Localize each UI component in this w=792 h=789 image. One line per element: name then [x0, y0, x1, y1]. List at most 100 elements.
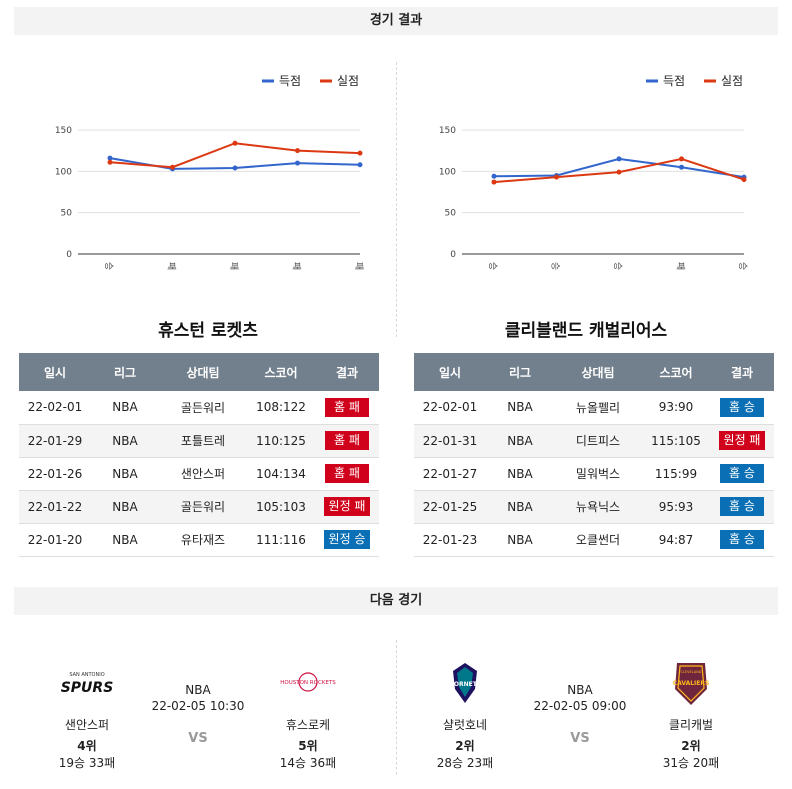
cell-league: NBA	[486, 391, 554, 425]
cell-result: 홈 승	[710, 391, 774, 425]
cell-league: NBA	[486, 523, 554, 557]
svg-text:HORNETS: HORNETS	[449, 681, 481, 688]
cell-date: 22-01-29	[19, 424, 91, 458]
scored-point	[232, 165, 238, 171]
houston-results-table: 일시 리그 상대팀 스코어 결과 22-02-01 NBA 골든워리 108:122 홈…	[19, 353, 379, 557]
table-row: 22-01-22 NBA 골든워리 105:103 원정 패	[19, 490, 379, 524]
x-tick-label: 승	[103, 262, 114, 270]
y-tick-label: 50	[445, 209, 457, 219]
x-tick-label: 패	[675, 262, 686, 270]
y-tick-label: 0	[66, 250, 72, 260]
result-badge: 홈 패	[325, 464, 369, 483]
col-date-header: 일시	[414, 353, 486, 391]
cell-score: 105:103	[247, 490, 315, 524]
cell-result: 원정 패	[710, 424, 774, 458]
result-badge: 원정 패	[718, 431, 766, 450]
match1-vs: VS	[188, 731, 208, 746]
team-rank: 2위	[681, 739, 701, 753]
result-badge: 홈 패	[325, 431, 369, 450]
match2-vs: VS	[570, 731, 590, 746]
cell-score: 115:105	[642, 424, 710, 458]
houston-team-title: 휴스턴 로켓츠	[158, 321, 258, 341]
scored-point	[679, 164, 684, 170]
svg-text:SAN ANTONIO: SAN ANTONIO	[69, 672, 104, 678]
y-tick-label: 100	[439, 167, 456, 177]
col-league-header: 리그	[91, 353, 159, 391]
cell-date: 22-01-22	[19, 490, 91, 524]
svg-text:CLEVELAND: CLEVELAND	[681, 670, 702, 674]
table-header-row: 일시 리그 상대팀 스코어 결과	[414, 353, 774, 391]
cell-date: 22-02-01	[19, 391, 91, 425]
col-result-header: 결과	[315, 353, 379, 391]
table-row: 22-01-26 NBA 샌안스퍼 104:134 홈 패	[19, 457, 379, 491]
table-row: 22-02-01 NBA 골든워리 108:122 홈 패	[19, 391, 379, 425]
x-tick-label: 승	[550, 262, 561, 270]
cell-league: NBA	[91, 523, 159, 557]
col-score-header: 스코어	[247, 353, 315, 391]
houston-line-chart: 득점 실점 0 50 100 150 승 패 패 패 패	[55, 74, 364, 270]
cell-date: 22-01-27	[414, 457, 486, 491]
cell-result: 홈 패	[315, 391, 379, 425]
conceded-point	[491, 179, 497, 185]
x-tick-label: 패	[166, 262, 177, 270]
scored-point	[107, 155, 113, 161]
match2-away-team[interactable]: HORNETS 샬럿호네 2위 28승 23패	[420, 658, 510, 771]
cell-opponent: 골든워리	[159, 490, 247, 524]
cleveland-chart: 득점 실점 0 50 100 150 승 승 승 패 승	[398, 60, 778, 290]
col-date-header: 일시	[19, 353, 91, 391]
match1-home-team[interactable]: HOUSTON ROCKETS 휴스로케 5위 14승 36패	[263, 658, 353, 771]
cell-opponent: 골든워리	[159, 391, 247, 425]
cell-result: 홈 승	[710, 457, 774, 491]
cell-date: 22-01-26	[19, 457, 91, 491]
y-tick-label: 50	[61, 209, 73, 219]
cleveland-results-table: 일시 리그 상대팀 스코어 결과 22-02-01 NBA 뉴올펠리 93:90 홈 승…	[414, 353, 774, 557]
cell-opponent: 샌안스퍼	[159, 457, 247, 491]
results-divider	[396, 62, 397, 337]
team-record: 19승 33패	[58, 756, 116, 770]
conceded-point	[616, 169, 622, 175]
match2-info: NBA 22-02-05 09:00	[525, 683, 635, 713]
x-tick-label: 승	[612, 262, 623, 270]
match2-home-team[interactable]: CLEVELAND CAVALIERS 클리캐벌 2위 31승 20패	[646, 658, 736, 771]
cell-date: 22-01-25	[414, 490, 486, 524]
cell-league: NBA	[91, 424, 159, 458]
cell-result: 홈 패	[315, 424, 379, 458]
team-rank: 2위	[455, 739, 475, 753]
y-tick-label: 150	[55, 126, 72, 136]
cell-score: 108:122	[247, 391, 315, 425]
x-tick-label: 패	[291, 262, 302, 270]
cell-opponent: 오클썬더	[554, 523, 642, 557]
table-row: 22-01-29 NBA 포틀트레 110:125 홈 패	[19, 424, 379, 458]
team-name: 샌안스퍼	[64, 718, 110, 732]
table-row: 22-02-01 NBA 뉴올펠리 93:90 홈 승	[414, 391, 774, 425]
team-record: 31승 20패	[662, 756, 720, 770]
x-tick-label: 승	[737, 262, 748, 270]
conceded-point	[295, 148, 300, 154]
conceded-point	[107, 159, 113, 165]
legend-scored-label: 득점	[279, 74, 301, 88]
cell-opponent: 뉴욕닉스	[554, 490, 642, 524]
hornets-logo-icon: HORNETS	[435, 658, 495, 710]
result-badge: 홈 승	[720, 397, 764, 417]
y-tick-label: 100	[55, 167, 72, 177]
cleveland-team-title: 클리블랜드 캐벌리어스	[504, 321, 668, 341]
conceded-point	[357, 150, 363, 156]
result-badge: 홈 패	[325, 397, 369, 417]
x-tick-label: 패	[228, 262, 239, 270]
cell-score: 115:99	[642, 457, 710, 491]
cell-score: 110:125	[247, 424, 315, 458]
legend-conceded-label: 실점	[337, 74, 359, 88]
team-record: 14승 36패	[279, 756, 337, 770]
cell-score: 94:87	[642, 523, 710, 557]
match1-away-team[interactable]: SAN ANTONIO SPURS 샌안스퍼 4위 19승 33패	[42, 658, 132, 771]
cell-opponent: 포틀트레	[159, 424, 247, 458]
cell-league: NBA	[91, 457, 159, 491]
cell-score: 104:134	[247, 457, 315, 491]
scored-point	[295, 160, 300, 166]
svg-text:SPURS: SPURS	[61, 680, 114, 696]
col-score-header: 스코어	[642, 353, 710, 391]
table-row: 22-01-20 NBA 유타재즈 111:116 원정 승	[19, 523, 379, 557]
cell-result: 원정 승	[315, 523, 379, 557]
conceded-point	[232, 140, 238, 146]
match1-info: NBA 22-02-05 10:30	[143, 683, 253, 713]
